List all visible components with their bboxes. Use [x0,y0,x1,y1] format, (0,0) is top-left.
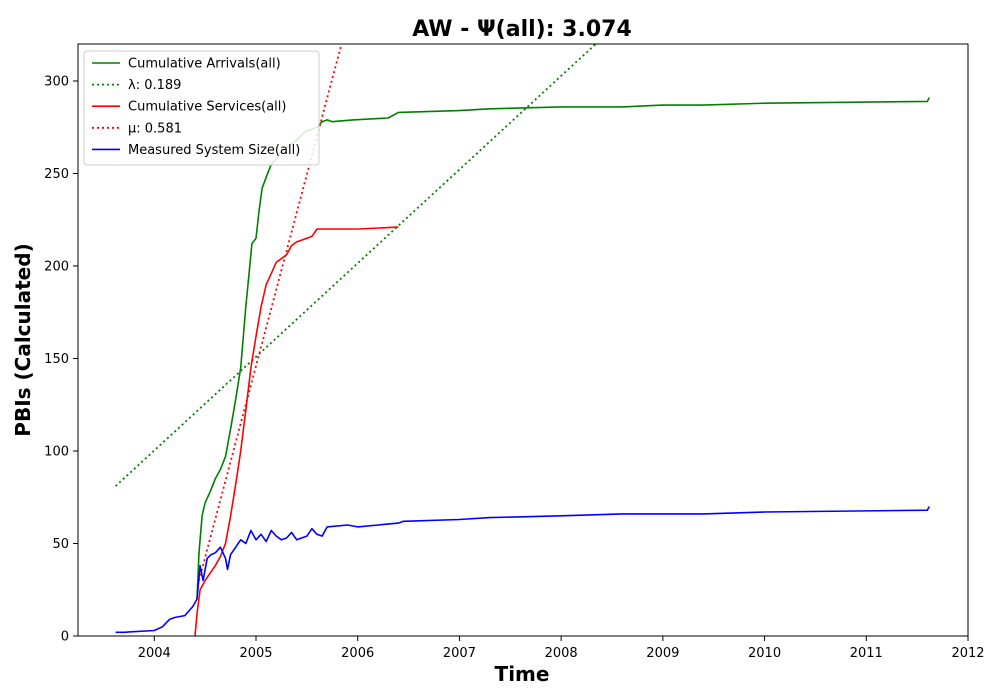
y-tick-label: 150 [44,352,69,367]
legend-label: λ: 0.189 [128,78,181,93]
x-axis-label: Time [495,662,550,686]
legend-label: μ: 0.581 [128,121,182,136]
x-tick-label: 2010 [748,646,781,661]
series-line-2 [194,226,399,636]
series-line-4 [115,506,931,634]
plot-frame [77,43,969,637]
x-tick-label: 2006 [341,646,374,661]
x-tick-label: 2004 [138,646,171,661]
legend-box [83,50,320,166]
y-tick-label: 300 [44,75,69,90]
legend-label: Cumulative Services(all) [128,100,286,115]
chart-title: AW - Ψ(all): 3.074 [412,17,632,42]
y-tick-label: 100 [44,445,69,460]
x-tick-label: 2008 [545,646,578,661]
legend: Cumulative Arrivals(all) λ: 0.189 Cumulati… [83,50,320,166]
x-tick-label: 2011 [850,646,883,661]
y-tick-label: 200 [44,260,69,275]
y-tick-label: 250 [44,167,69,182]
legend-label: Cumulative Arrivals(all) [128,57,281,72]
y-tick-label: 50 [52,537,69,552]
x-axis: 2004 2005 2006 2007 2008 2009 2010 2011 2012 [138,636,985,661]
x-tick-label: 2007 [443,646,476,661]
y-axis-label: PBIs (Calculated) [11,243,35,436]
y-tick-label: 0 [61,630,69,645]
x-tick-label: 2009 [646,646,679,661]
legend-label: Measured System Size(all) [128,143,300,158]
x-tick-label: 2012 [951,646,984,661]
x-tick-label: 2005 [239,646,272,661]
y-axis: 0 50 100 150 200 250 300 [44,75,78,645]
